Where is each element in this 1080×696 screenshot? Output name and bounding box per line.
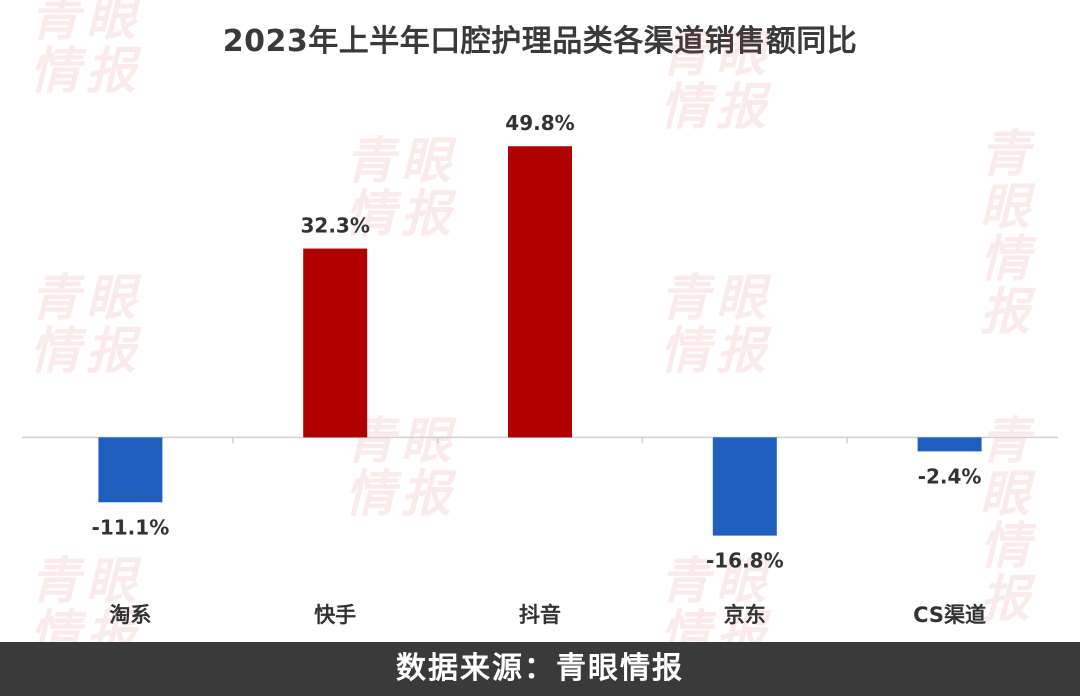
bar (508, 146, 572, 438)
source-footer: 数据来源：青眼情报 (0, 642, 1080, 696)
bar (303, 248, 368, 438)
data-label: 32.3% (301, 214, 370, 238)
category-label: 快手 (314, 603, 356, 627)
data-label: -16.8% (706, 549, 784, 573)
category-label: CS渠道 (913, 603, 986, 627)
category-label: 淘系 (109, 603, 151, 627)
bar (98, 437, 163, 503)
data-label: 49.8% (505, 111, 574, 135)
category-label: 抖音 (519, 603, 561, 627)
chart-title: 2023年上半年口腔护理品类各渠道销售额同比 (222, 24, 858, 59)
bar (712, 437, 777, 536)
bar (917, 437, 982, 452)
data-label: -2.4% (918, 464, 982, 488)
data-label: -11.1% (92, 515, 170, 539)
category-label: 京东 (724, 603, 766, 627)
bar-chart: -11.1% 淘系 32.3% 快手 49.8% 抖音 -16.8% 京东 -2.4% CS渠道 (22, 111, 1058, 627)
